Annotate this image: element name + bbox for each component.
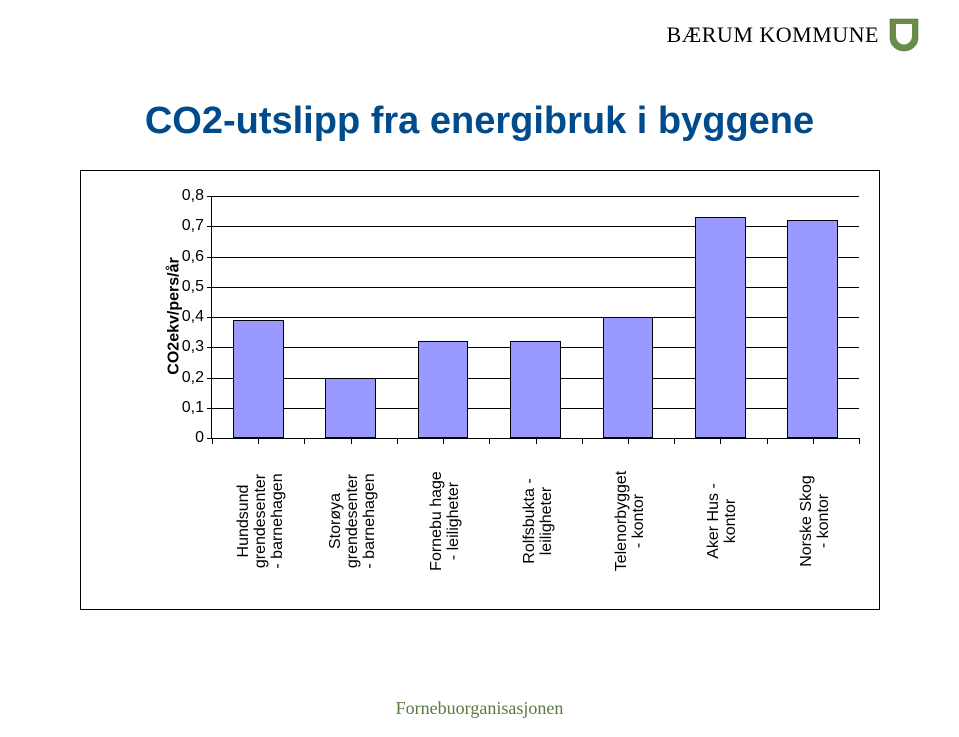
footer-text: Fornebuorganisasjonen [0,698,959,719]
grid-line [212,317,859,318]
chart-frame: 00,10,20,30,40,50,60,70,8Hundsundgrendes… [80,170,880,610]
x-tick [674,438,675,444]
grid-line [212,287,859,288]
x-tick [304,438,305,444]
x-category-label: Norske Skog- kontor [798,446,832,596]
x-tick [813,438,814,444]
x-tick [628,438,629,444]
brand-text: BÆRUM KOMMUNE [667,22,879,48]
chart-title: CO2-utslipp fra energibruk i byggene [0,100,959,143]
y-tick [207,257,212,258]
x-tick [397,438,398,444]
y-axis-title: CO2ekv/pers/år [166,257,184,374]
header: BÆRUM KOMMUNE [667,18,919,52]
grid-line [212,257,859,258]
x-tick [489,438,490,444]
grid-line [212,196,859,197]
y-tick [207,287,212,288]
x-tick [536,438,537,444]
x-tick [258,438,259,444]
x-tick [212,438,213,444]
x-category-label: Hundsundgrendesenter- barnehagen [235,446,286,596]
x-tick [767,438,768,444]
x-category-label: Telenorbygget- kontor [613,446,647,596]
bar [695,217,746,438]
y-tick-label: 0,1 [172,399,204,417]
x-tick [351,438,352,444]
x-tick [443,438,444,444]
x-category-label: Fornebu hage- leiligheter [428,446,462,596]
y-tick [207,347,212,348]
bar [325,378,376,439]
y-tick-label: 0 [172,429,204,447]
y-tick [207,196,212,197]
bar [510,341,561,438]
y-tick [207,317,212,318]
y-tick [207,408,212,409]
x-tick [859,438,860,444]
x-tick [582,438,583,444]
y-tick [207,226,212,227]
x-tick [720,438,721,444]
bar [233,320,284,438]
bar [603,317,654,438]
plot-area: 00,10,20,30,40,50,60,70,8Hundsundgrendes… [211,196,859,439]
grid-line [212,226,859,227]
kommune-shield-icon [889,18,919,52]
y-tick-label: 0,7 [172,217,204,235]
y-tick [207,378,212,379]
bar [787,220,838,438]
x-category-label: Aker Hus -kontor [705,446,739,596]
bar [418,341,469,438]
x-category-label: Rolfsbukta -leiligheter [521,446,555,596]
x-category-label: Storøyagrendesenter- barnehagen [327,446,378,596]
y-tick-label: 0,8 [172,187,204,205]
